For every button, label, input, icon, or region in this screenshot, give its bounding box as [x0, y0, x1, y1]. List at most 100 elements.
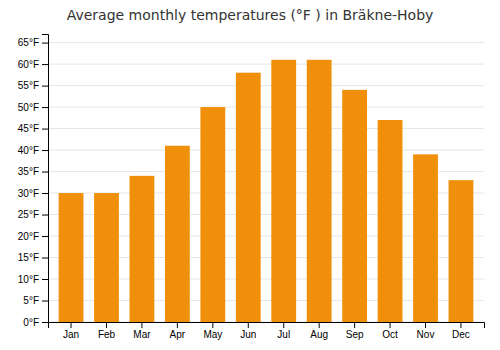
tick-mark	[42, 107, 48, 108]
bar	[449, 180, 474, 322]
y-tick: 0°F	[23, 317, 48, 328]
tick-mark	[319, 322, 320, 328]
bar	[59, 193, 84, 322]
tick-mark	[354, 322, 355, 328]
x-tick: Sep	[346, 322, 364, 340]
tick-mark	[42, 236, 48, 237]
y-tick-label: 25°F	[18, 209, 39, 220]
tick-mark	[141, 322, 142, 328]
x-tick: Jan	[63, 322, 79, 340]
bar	[378, 120, 403, 322]
tick-mark	[460, 322, 461, 328]
x-tick-label: Nov	[417, 329, 435, 340]
y-tick-label: 35°F	[18, 166, 39, 177]
y-tick: 25°F	[18, 209, 48, 220]
bar	[165, 146, 190, 322]
y-tick: 45°F	[18, 123, 48, 134]
axis-line	[49, 323, 485, 329]
x-tick: May	[203, 322, 222, 340]
x-tick: Jul	[277, 322, 290, 340]
tick-mark	[42, 150, 48, 151]
tick-mark	[248, 322, 249, 328]
y-tick-label: 45°F	[18, 123, 39, 134]
x-tick-label: Sep	[346, 329, 364, 340]
plot: Jan Feb Mar Apr May Jun Jul Aug Sep Oct Nov Dec 0°F 5…	[18, 35, 485, 341]
y-tick: 60°F	[18, 59, 48, 70]
y-tick-label: 65°F	[18, 37, 39, 48]
y-tick-label: 30°F	[18, 188, 39, 199]
y-tick-label: 55°F	[18, 80, 39, 91]
bar	[94, 193, 119, 322]
x-tick: Jun	[240, 322, 256, 340]
grid-line	[48, 150, 484, 151]
tick-mark	[42, 43, 48, 44]
bar	[200, 107, 225, 322]
y-tick-label: 20°F	[18, 231, 39, 242]
y-tick-label: 0°F	[23, 317, 39, 328]
x-tick-label: Mar	[133, 329, 151, 340]
x-tick-label: Jul	[277, 329, 290, 340]
tick-mark	[42, 172, 48, 173]
y-tick: 35°F	[18, 166, 48, 177]
bar	[307, 60, 332, 322]
tick-mark	[42, 322, 48, 323]
x-tick-label: Aug	[310, 329, 328, 340]
y-tick: 55°F	[18, 80, 48, 91]
grid-line	[48, 107, 484, 108]
bar	[271, 60, 296, 322]
tick-mark	[42, 64, 48, 65]
x-tick-label: Jun	[240, 329, 256, 340]
y-tick: 10°F	[18, 274, 48, 285]
tick-mark	[212, 322, 213, 328]
tick-mark	[42, 129, 48, 130]
bar	[236, 73, 261, 322]
tick-mark	[425, 322, 426, 328]
tick-mark	[106, 322, 107, 328]
x-tick: Dec	[452, 322, 470, 340]
x-tick-label: Dec	[452, 329, 470, 340]
grid-line	[48, 85, 484, 86]
tick-mark	[283, 322, 284, 328]
y-tick-label: 5°F	[23, 295, 39, 306]
y-tick-label: 60°F	[18, 59, 39, 70]
y-tick-label: 15°F	[18, 252, 39, 263]
tick-mark	[42, 215, 48, 216]
grid-line	[48, 128, 484, 129]
tick-mark	[42, 279, 48, 280]
bars	[59, 60, 474, 322]
tick-mark	[42, 258, 48, 259]
x-tick-label: Apr	[170, 329, 186, 340]
tick-mark	[390, 322, 391, 328]
grid	[48, 43, 484, 322]
tick-mark	[71, 322, 72, 328]
y-tick: 40°F	[18, 145, 48, 156]
tick-mark	[42, 301, 48, 302]
x-tick-label: Jan	[63, 329, 79, 340]
y-tick: 65°F	[18, 37, 48, 48]
y-axis: 0°F 5°F 10°F 15°F 20°F 25°F 30°F 35°F 40°F 45°F 50…	[18, 35, 49, 328]
y-tick: 50°F	[18, 102, 48, 113]
x-tick: Nov	[417, 322, 435, 340]
grid-line	[48, 64, 484, 65]
x-tick-label: Oct	[382, 329, 398, 340]
y-tick: 30°F	[18, 188, 48, 199]
chart: Average monthly temperatures (°F ) in Br…	[0, 0, 500, 350]
x-tick: Aug	[310, 322, 328, 340]
bar	[342, 90, 367, 322]
x-tick: Apr	[170, 322, 186, 340]
x-tick-label: Feb	[98, 329, 116, 340]
y-tick-label: 10°F	[18, 274, 39, 285]
x-tick: Mar	[133, 322, 151, 340]
y-tick-label: 50°F	[18, 102, 39, 113]
x-axis: Jan Feb Mar Apr May Jun Jul Aug Sep Oct Nov Dec	[49, 322, 485, 340]
y-tick: 15°F	[18, 252, 48, 263]
y-tick: 20°F	[18, 231, 48, 242]
bar	[130, 176, 155, 322]
y-tick: 5°F	[23, 295, 48, 306]
x-tick: Oct	[382, 322, 398, 340]
grid-line	[48, 42, 484, 43]
axis-line	[42, 35, 49, 323]
x-tick-label: May	[203, 329, 222, 340]
tick-mark	[177, 322, 178, 328]
y-tick-label: 40°F	[18, 145, 39, 156]
